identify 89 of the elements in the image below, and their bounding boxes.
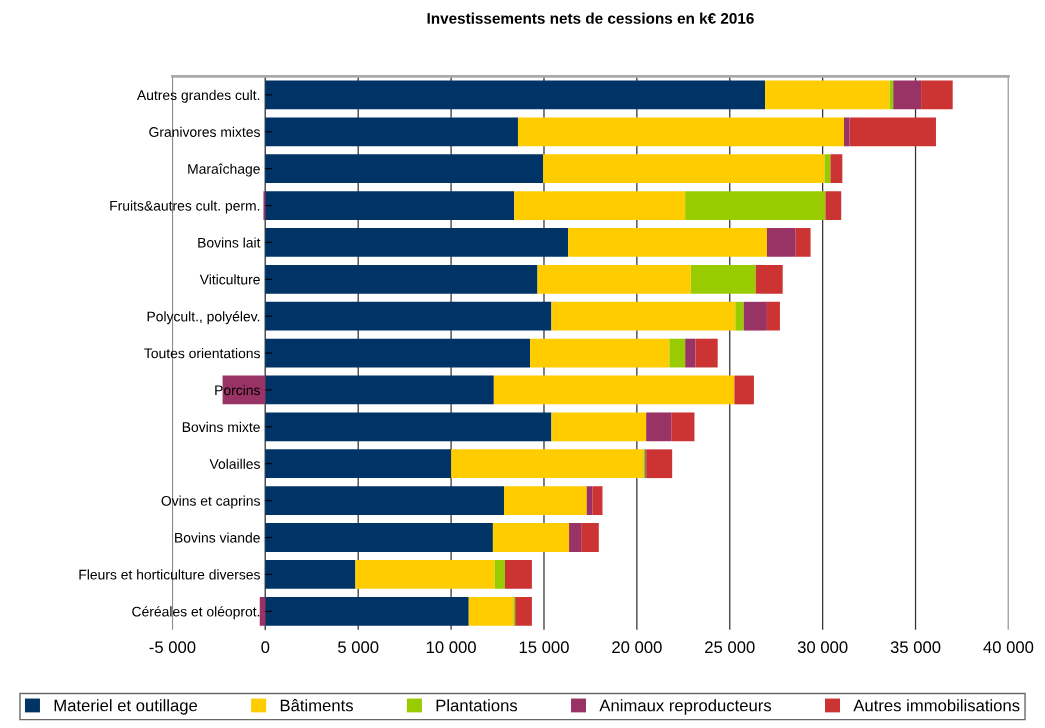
y-tick-label: Viticulture (199, 274, 260, 285)
bar (690, 264, 756, 294)
bar (265, 486, 505, 516)
bar (265, 338, 531, 368)
bar (530, 338, 670, 368)
y-tick-label: Toutes orientations (144, 348, 260, 359)
x-tick-label: -5 000 (149, 641, 196, 654)
legend-label: Plantations (436, 699, 518, 712)
bar (743, 301, 767, 331)
legend-label: Materiel et outillage (54, 699, 198, 715)
bar (734, 375, 754, 405)
legend-label: Autres immobilisations (853, 699, 1020, 712)
bar (259, 596, 266, 626)
bar (592, 486, 603, 516)
bar (265, 301, 552, 331)
bar (766, 228, 796, 257)
bar (265, 596, 469, 626)
bar (265, 449, 452, 479)
y-tick-label: Polycult., polyélev. (147, 311, 260, 325)
bar (493, 375, 735, 405)
bar (581, 523, 599, 552)
bar (825, 191, 842, 220)
x-tick-label: 35 000 (890, 641, 941, 654)
bar (646, 449, 673, 479)
bar (265, 560, 356, 589)
bar (830, 154, 843, 184)
bar (844, 117, 850, 147)
x-tick-label: 5 000 (338, 641, 379, 654)
x-tick-label: 40 000 (983, 641, 1034, 654)
x-tick-label: 20 000 (612, 641, 662, 654)
bar (265, 80, 766, 110)
bar (265, 523, 493, 552)
bar (735, 301, 744, 331)
bar (795, 228, 811, 257)
y-tick-label: Bovins lait (198, 237, 261, 248)
bar (568, 228, 767, 257)
legend-label: Animaux reproducteurs (599, 699, 772, 715)
y-tick-label: Bovins mixte (182, 421, 260, 433)
bar (671, 412, 695, 442)
bar (921, 80, 953, 110)
bar (669, 338, 686, 368)
bar (265, 264, 538, 294)
bar (586, 486, 593, 516)
x-tick-label: 15 000 (519, 641, 569, 654)
bar (543, 154, 825, 184)
y-tick-label: Ovins et caprins (161, 495, 260, 509)
bar (514, 191, 686, 220)
x-tick-label: 25 000 (705, 641, 755, 654)
bar (504, 560, 532, 589)
bar (766, 301, 780, 331)
bar (755, 264, 783, 294)
bar (265, 228, 569, 257)
bar (265, 191, 515, 220)
bar (265, 117, 518, 147)
x-tick-label: 30 000 (797, 641, 848, 654)
y-tick-label: Fruits&autres cult. perm. (110, 200, 260, 214)
y-tick-label: Bovins viande (175, 532, 260, 543)
y-tick-label: Volailles (209, 458, 260, 469)
x-tick-label: 0 (261, 641, 270, 654)
bar (685, 191, 826, 220)
bar (515, 596, 532, 626)
y-tick-label: Céréales et oléoprot. (132, 606, 260, 620)
bar (504, 486, 587, 516)
bar (551, 301, 736, 331)
bar (893, 80, 922, 110)
bar (646, 412, 672, 442)
y-tick-label: Autres grandes cult. (136, 89, 260, 103)
y-tick-label: Granivores mixtes (149, 126, 260, 137)
legend-label: Bâtiments (280, 699, 353, 712)
bar (265, 375, 494, 405)
bar (569, 523, 582, 552)
bar (517, 117, 845, 147)
bar (451, 449, 644, 479)
bar (468, 596, 514, 626)
x-tick-label: 10 000 (426, 641, 476, 654)
bar (765, 80, 890, 110)
bar (537, 264, 691, 294)
y-tick-label: Maraîchage (188, 163, 260, 177)
bar (494, 560, 505, 589)
y-tick-label: Fleurs et horticulture diverses (79, 569, 260, 580)
bar (685, 338, 696, 368)
bar (265, 412, 552, 442)
bar (492, 523, 570, 552)
bar (695, 338, 718, 368)
chart-title: Investissements nets de cessions en k€ 2016 (427, 12, 754, 24)
bar (355, 560, 495, 589)
bar (849, 117, 936, 147)
bar (265, 154, 544, 184)
bar (551, 412, 647, 442)
